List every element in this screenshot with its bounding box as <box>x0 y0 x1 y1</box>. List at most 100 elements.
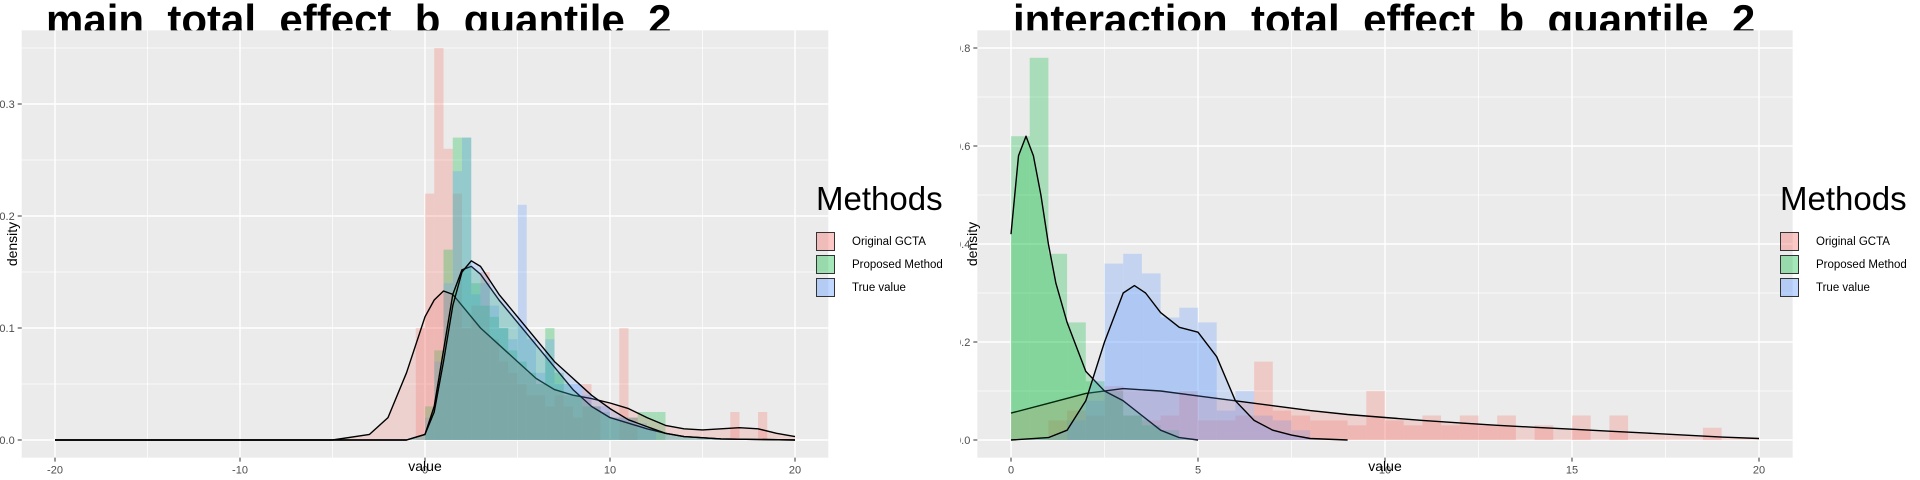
histogram-bar <box>1160 415 1180 440</box>
y-tick-label: 0.2 <box>960 337 970 349</box>
legend-item-original-gcta: Original GCTA <box>816 230 956 253</box>
histogram-bar <box>508 372 518 440</box>
density-line <box>55 260 796 441</box>
histogram-bar <box>1123 415 1142 440</box>
legend-label: True value <box>1816 281 1870 294</box>
histogram-bar <box>628 417 638 440</box>
y-tick-label: 0.3 <box>0 99 15 111</box>
legend-title: Methods <box>1780 180 1907 217</box>
histogram-bar <box>1441 425 1460 440</box>
y-tick-label: 0.0 <box>960 435 970 447</box>
legend-swatch <box>816 255 835 274</box>
x-tick-label: 20 <box>1753 465 1765 477</box>
histogram-bar <box>1085 381 1105 440</box>
histogram-bar <box>1328 420 1348 440</box>
histogram-bar <box>1478 425 1498 440</box>
histogram-bar <box>415 328 425 440</box>
histogram-bar <box>573 384 583 440</box>
histogram-bar <box>637 423 647 440</box>
histogram-bar <box>628 417 638 440</box>
histogram-bar <box>545 406 555 440</box>
legend-label: Proposed Method <box>1816 258 1907 271</box>
histogram-bar <box>1141 420 1161 440</box>
histogram-bar <box>554 384 564 440</box>
histogram-bar <box>582 384 592 440</box>
histogram-bar <box>730 412 740 440</box>
histogram-bar <box>1572 415 1591 440</box>
x-tick-label: 10 <box>1379 465 1391 477</box>
histogram-bar <box>619 417 629 440</box>
histogram-bar <box>1141 425 1161 440</box>
histogram-bar <box>480 283 490 440</box>
histogram-bar <box>582 395 592 440</box>
histogram-bar <box>452 171 462 440</box>
plot-area: 0 5 10 15 20 0.0 0.2 0.4 0.6 0.8 value density <box>960 30 1793 477</box>
histogram-bar <box>462 137 472 440</box>
histogram-bar <box>1179 391 1198 440</box>
histogram-bar <box>554 395 564 440</box>
legend-swatch <box>816 232 835 251</box>
histogram-bar <box>1534 425 1554 440</box>
histogram-bar <box>647 412 657 440</box>
histogram-bar <box>591 406 601 440</box>
histogram-bar <box>619 417 629 440</box>
histogram-bar <box>1272 410 1292 440</box>
histogram-bar <box>536 372 546 440</box>
histogram-bar <box>1160 317 1180 440</box>
plot-area: -20 -10 0 10 20 0.0 0.1 0.2 0.3 value density <box>0 30 829 477</box>
histogram-bar <box>1104 391 1124 440</box>
histogram-bar <box>1235 415 1255 440</box>
legend-swatch <box>1780 255 1799 274</box>
legend: Methods Original GCTA Proposed Method Tr… <box>816 180 956 299</box>
histogram-bar <box>628 417 638 440</box>
histogram-bar <box>526 395 536 440</box>
legend-item-proposed-method: Proposed Method <box>816 253 956 276</box>
histogram-bar <box>434 350 444 440</box>
histogram-bar <box>1310 420 1329 440</box>
histogram-bar <box>563 395 573 440</box>
histogram-bar <box>462 328 472 440</box>
histogram-bar <box>499 361 509 440</box>
histogram-bar <box>1029 57 1049 441</box>
x-tick-label: -20 <box>47 465 63 477</box>
legend: Methods Original GCTA Proposed Method Tr… <box>1780 180 1920 299</box>
histogram-bar <box>1385 420 1404 440</box>
histogram-bar <box>425 193 435 440</box>
x-tick-label: 0 <box>422 465 428 477</box>
histogram-bar <box>517 361 527 440</box>
y-tick-label: 0.2 <box>0 211 15 223</box>
histogram-bar <box>563 384 573 440</box>
legend-item-original-gcta: Original GCTA <box>1780 230 1920 253</box>
histogram-bar <box>508 350 518 440</box>
legend-title: Methods <box>816 180 943 217</box>
x-tick-label: 5 <box>1195 465 1201 477</box>
histogram-bar <box>1141 273 1161 440</box>
histogram-bar <box>1085 415 1105 440</box>
histogram-bar <box>656 412 666 440</box>
y-tick-label: 0.0 <box>0 435 15 447</box>
legend-swatch <box>1780 232 1799 251</box>
histogram-bar <box>1403 425 1423 440</box>
histogram-bar <box>443 148 453 441</box>
histogram-bar <box>1123 415 1142 440</box>
histogram-bar <box>1198 322 1217 440</box>
legend-swatch <box>1780 278 1799 297</box>
legend-label: Proposed Method <box>852 258 943 271</box>
histogram-bar <box>1459 415 1479 440</box>
histogram-bar <box>1291 430 1311 440</box>
histogram-bar <box>499 328 509 440</box>
legend-label: Original GCTA <box>1816 235 1890 248</box>
histogram-bar <box>1085 400 1105 440</box>
histogram-bar <box>1104 263 1124 440</box>
chart-panel-main: main_total_effect_b_quantile_2 -20 -10 0 10… <box>0 0 956 477</box>
histogram-bar <box>443 283 453 440</box>
legend-swatch <box>816 278 835 297</box>
x-axis-label: value <box>408 458 442 474</box>
histogram-bar <box>1254 361 1273 440</box>
x-axis-label: value <box>1368 458 1402 474</box>
density-area <box>55 291 795 440</box>
histogram-bar <box>480 272 490 440</box>
legend-label: True value <box>852 281 906 294</box>
legend-item-proposed-method: Proposed Method <box>1780 253 1920 276</box>
